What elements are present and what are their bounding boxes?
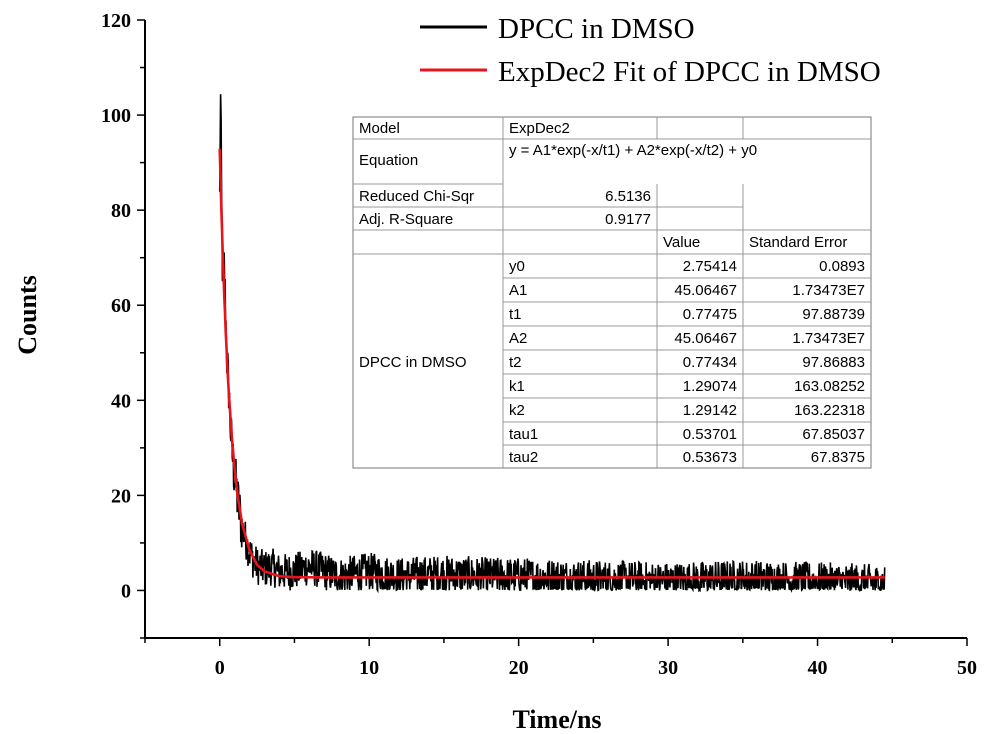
table-param-error: 1.73473E7: [792, 282, 865, 299]
y-tick-label: 100: [101, 105, 131, 127]
table-param-value: 45.06467: [674, 330, 737, 347]
fit-results-table: Model ExpDec2 Equation y = A1*exp(-x/t1) + …: [352, 116, 872, 469]
y-tick-label: 120: [101, 10, 131, 32]
x-tick-label: 50: [957, 657, 977, 679]
table-param-error: 1.73473E7: [792, 330, 865, 347]
table-r2-value: 0.9177: [605, 211, 651, 228]
series-layer: [218, 94, 886, 594]
table-param-name: tau1: [509, 426, 538, 443]
table-param-value: 2.75414: [683, 258, 737, 275]
table-group-label: DPCC in DMSO: [359, 354, 467, 371]
legend-label-fit: ExpDec2 Fit of DPCC in DMSO: [498, 56, 881, 88]
table-param-name: t1: [509, 306, 522, 323]
table-param-value: 0.53673: [683, 449, 737, 466]
x-tick-label: 0: [215, 657, 225, 679]
legend: DPCC in DMSO ExpDec2 Fit of DPCC in DMSO: [420, 13, 881, 88]
table-model-value: ExpDec2: [509, 120, 570, 137]
table-param-value: 0.77475: [683, 306, 737, 323]
axes: 0 10 20 30 40 50 0 20 40 60 80 100 120: [101, 10, 977, 679]
table-equation-value: y = A1*exp(-x/t1) + A2*exp(-x/t2) + y0: [509, 142, 757, 159]
y-axis-title: Counts: [13, 275, 42, 354]
y-tick-label: 80: [111, 200, 131, 222]
table-param-error: 163.22318: [794, 402, 865, 419]
table-param-name: A1: [509, 282, 527, 299]
table-param-name: t2: [509, 354, 522, 371]
table-param-error: 67.85037: [802, 426, 865, 443]
x-tick-label: 30: [658, 657, 678, 679]
table-error-header: Standard Error: [749, 234, 847, 251]
table-param-error: 97.88739: [802, 306, 865, 323]
table-background: [352, 116, 872, 469]
table-value-header: Value: [663, 234, 700, 251]
table-model-label: Model: [359, 120, 400, 137]
table-param-name: y0: [509, 258, 525, 275]
table-param-value: 45.06467: [674, 282, 737, 299]
table-param-name: A2: [509, 330, 527, 347]
table-param-error: 0.0893: [819, 258, 865, 275]
table-param-name: k2: [509, 402, 525, 419]
table-param-error: 163.08252: [794, 378, 865, 395]
legend-label-measured: DPCC in DMSO: [498, 13, 695, 45]
y-tick-label: 0: [121, 580, 131, 602]
table-param-value: 0.53701: [683, 426, 737, 443]
table-param-value: 1.29074: [683, 378, 737, 395]
table-param-name: k1: [509, 378, 525, 395]
table-chi-label: Reduced Chi-Sqr: [359, 188, 474, 205]
x-tick-label: 10: [359, 657, 379, 679]
table-param-name: tau2: [509, 449, 538, 466]
x-tick-label: 40: [808, 657, 828, 679]
series-line-fit: [218, 148, 885, 579]
table-param-value: 0.77434: [683, 354, 737, 371]
table-param-error: 67.8375: [811, 449, 865, 466]
y-tick-label: 60: [111, 295, 131, 317]
series-line-measured: [218, 94, 886, 594]
y-tick-label: 40: [111, 390, 131, 412]
y-tick-label: 20: [111, 485, 131, 507]
x-axis-title: Time/ns: [512, 705, 601, 734]
table-chi-value: 6.5136: [605, 188, 651, 205]
table-param-value: 1.29142: [683, 402, 737, 419]
table-r2-label: Adj. R-Square: [359, 211, 453, 228]
x-tick-label: 20: [509, 657, 529, 679]
table-param-error: 97.86883: [802, 354, 865, 371]
table-equation-label: Equation: [359, 152, 418, 169]
